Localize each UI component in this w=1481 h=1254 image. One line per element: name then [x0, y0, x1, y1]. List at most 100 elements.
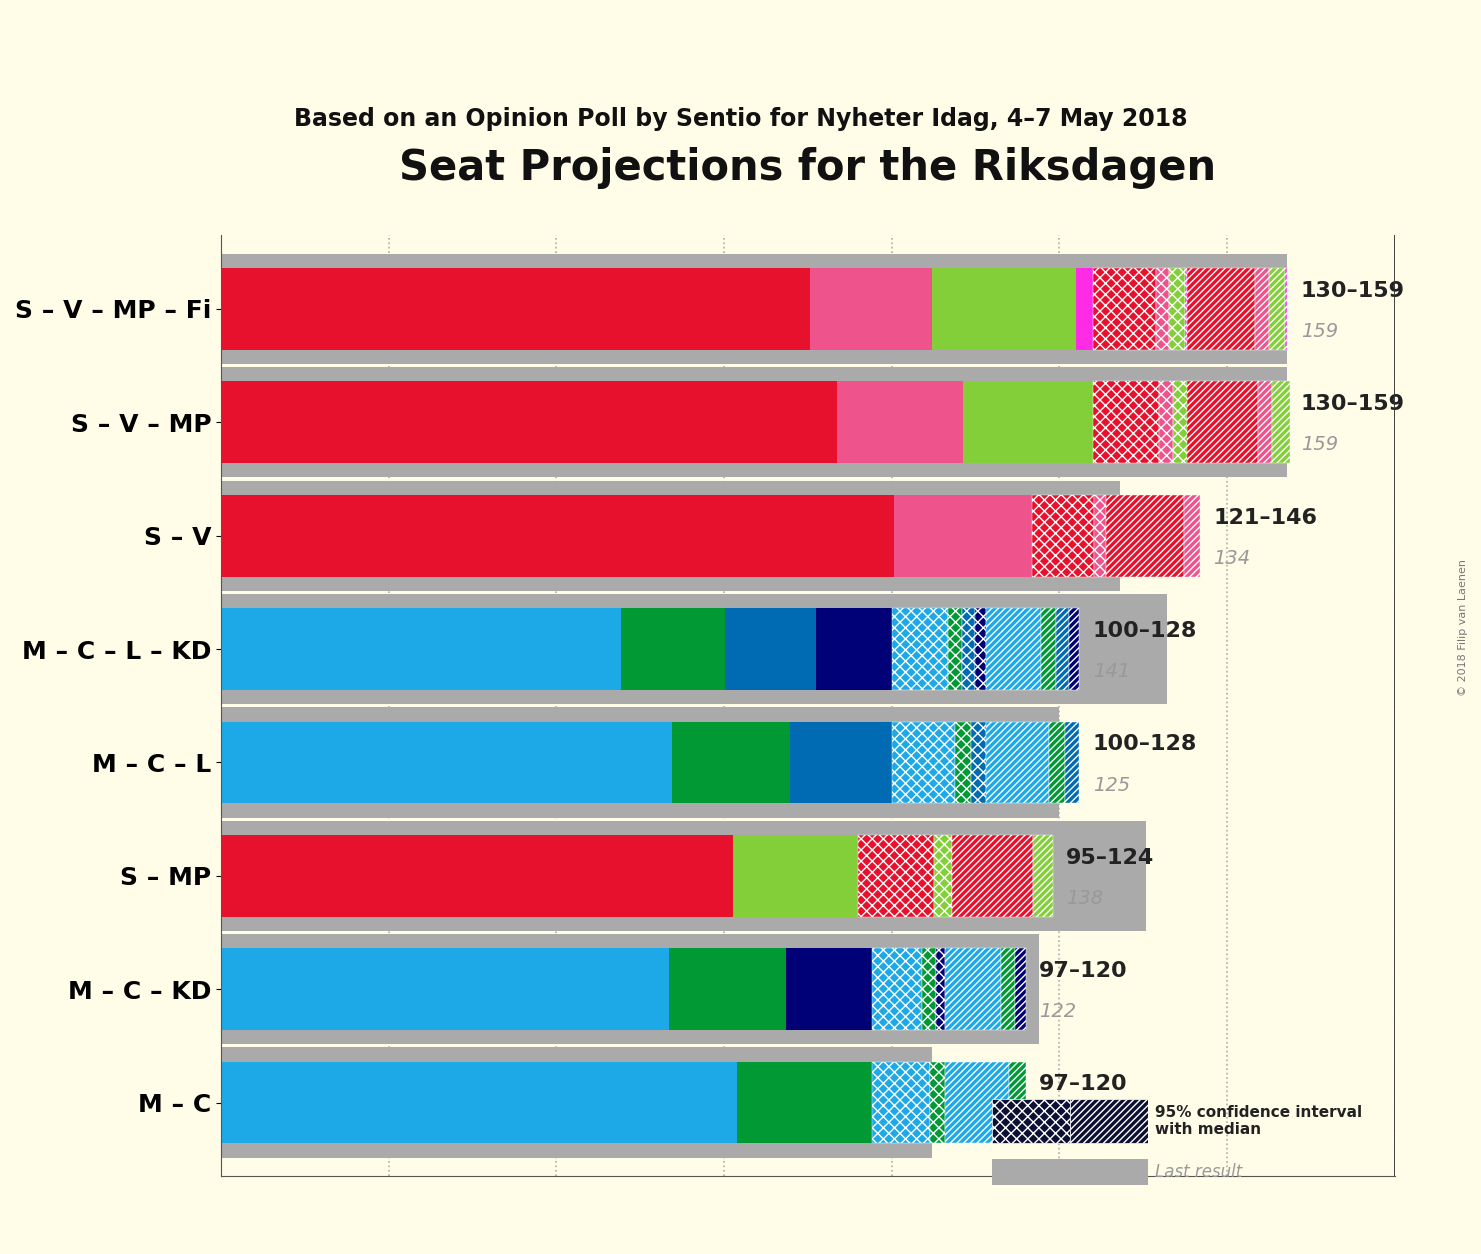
Text: 141: 141	[1093, 662, 1130, 681]
Bar	[1069, 608, 1080, 690]
Bar	[974, 608, 985, 690]
Bar	[221, 707, 1059, 818]
Bar	[816, 608, 892, 690]
Bar	[621, 608, 726, 690]
Text: 121–146: 121–146	[1213, 508, 1318, 528]
Bar	[992, 1099, 1069, 1144]
Text: 97–120: 97–120	[1040, 1075, 1129, 1095]
Bar	[221, 608, 621, 690]
Title: Seat Projections for the Riksdagen: Seat Projections for the Riksdagen	[400, 147, 1216, 188]
Bar	[221, 367, 1287, 478]
Bar	[1157, 268, 1170, 350]
Bar	[221, 1062, 738, 1144]
Text: 130–159: 130–159	[1300, 394, 1404, 414]
Text: 122: 122	[1040, 1002, 1077, 1022]
Bar	[837, 381, 963, 463]
Text: 100–128: 100–128	[1093, 735, 1197, 755]
Text: 130–159: 130–159	[1300, 281, 1404, 301]
Text: Based on an Opinion Poll by Sentio for Nyheter Idag, 4–7 May 2018: Based on an Opinion Poll by Sentio for N…	[293, 107, 1188, 132]
Bar	[1016, 948, 1026, 1030]
Bar	[1272, 381, 1290, 463]
Bar	[1032, 495, 1093, 577]
Bar	[1009, 1062, 1026, 1144]
Bar	[1185, 495, 1200, 577]
Text: 159: 159	[1300, 322, 1337, 341]
Bar	[810, 268, 932, 350]
Bar	[923, 948, 936, 1030]
Bar	[871, 1062, 930, 1144]
Bar	[221, 721, 672, 804]
Bar	[221, 268, 810, 350]
Bar	[1065, 721, 1080, 804]
Text: 97–120: 97–120	[1040, 961, 1129, 981]
Bar	[1032, 835, 1053, 917]
Bar	[1056, 608, 1069, 690]
Text: 134: 134	[1213, 549, 1250, 568]
Bar	[221, 934, 1040, 1045]
Bar	[1186, 381, 1257, 463]
Text: 159: 159	[1300, 435, 1337, 454]
Bar	[1185, 268, 1186, 350]
Bar	[945, 948, 1001, 1030]
Bar	[1254, 268, 1269, 350]
Bar	[985, 608, 1041, 690]
Bar	[221, 835, 733, 917]
Text: 95–124: 95–124	[1066, 848, 1154, 868]
Text: Last result: Last result	[1155, 1162, 1243, 1181]
Bar	[726, 608, 816, 690]
Bar	[1001, 948, 1016, 1030]
Text: 138: 138	[1066, 889, 1103, 908]
Bar	[221, 948, 669, 1030]
Bar	[1077, 268, 1093, 350]
Bar	[669, 948, 786, 1030]
Bar	[1093, 268, 1157, 350]
Text: 95% confidence interval
with median: 95% confidence interval with median	[1155, 1105, 1363, 1137]
Bar	[221, 594, 1167, 705]
Bar	[221, 480, 1120, 591]
Bar	[1041, 608, 1056, 690]
Bar	[221, 1047, 932, 1157]
Bar	[1069, 1099, 1148, 1144]
Bar	[1093, 495, 1106, 577]
Bar	[789, 721, 892, 804]
Bar	[963, 381, 1112, 463]
Bar	[857, 835, 933, 917]
Bar	[871, 948, 923, 1030]
Bar	[672, 721, 789, 804]
Bar	[892, 608, 948, 690]
Bar	[952, 835, 1032, 917]
Bar	[932, 268, 1077, 350]
Bar	[945, 1062, 1009, 1144]
Bar	[893, 495, 1032, 577]
Bar	[738, 1062, 871, 1144]
Bar	[1269, 268, 1286, 350]
Text: © 2018 Filip van Laenen: © 2018 Filip van Laenen	[1459, 558, 1468, 696]
Bar	[1093, 381, 1160, 463]
Bar	[985, 721, 1049, 804]
Bar	[955, 721, 972, 804]
Bar	[936, 948, 945, 1030]
Bar	[1257, 381, 1272, 463]
Bar	[1170, 268, 1185, 350]
Bar	[1186, 268, 1254, 350]
Bar	[992, 1159, 1148, 1185]
Bar	[1160, 381, 1173, 463]
Text: 125: 125	[1093, 776, 1130, 795]
Text: 106: 106	[1040, 1116, 1077, 1135]
Bar	[221, 495, 893, 577]
Bar	[963, 608, 974, 690]
Bar	[1173, 381, 1189, 463]
Bar	[1049, 721, 1065, 804]
Bar	[1106, 495, 1185, 577]
Bar	[933, 835, 952, 917]
Bar	[948, 608, 963, 690]
Bar	[892, 721, 955, 804]
Bar	[221, 820, 1146, 930]
Bar	[221, 381, 837, 463]
Bar	[1286, 268, 1287, 350]
Bar	[930, 1062, 945, 1144]
Text: 100–128: 100–128	[1093, 621, 1197, 641]
Bar	[972, 721, 985, 804]
Bar	[221, 253, 1287, 364]
Bar	[733, 835, 857, 917]
